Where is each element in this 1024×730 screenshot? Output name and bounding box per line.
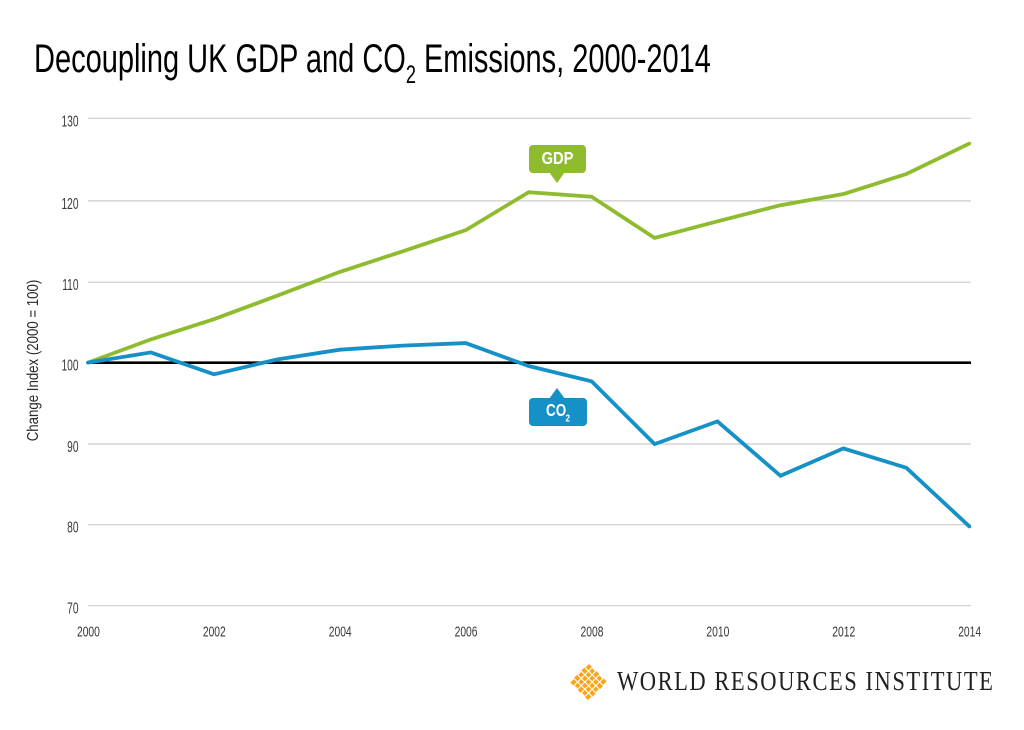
svg-text:2014: 2014: [958, 624, 981, 640]
svg-text:2002: 2002: [203, 624, 226, 640]
svg-text:GDP: GDP: [542, 149, 574, 168]
svg-text:2006: 2006: [455, 624, 478, 640]
svg-text:2010: 2010: [706, 624, 729, 640]
svg-text:WORLD RESOURCES INSTITUTE: WORLD RESOURCES INSTITUTE: [617, 667, 993, 697]
svg-text:2012: 2012: [832, 624, 855, 640]
svg-text:Change Index (2000 = 100): Change Index (2000 = 100): [25, 280, 42, 442]
svg-text:130: 130: [61, 112, 78, 130]
svg-text:2004: 2004: [329, 624, 352, 640]
svg-text:110: 110: [62, 276, 78, 294]
svg-text:70: 70: [67, 599, 78, 617]
svg-text:2: 2: [566, 412, 571, 423]
svg-text:100: 100: [61, 356, 78, 374]
svg-text:2008: 2008: [581, 624, 604, 640]
svg-text:120: 120: [61, 195, 78, 213]
svg-text:CO: CO: [546, 401, 566, 420]
svg-text:90: 90: [67, 438, 78, 456]
svg-text:2000: 2000: [77, 624, 100, 640]
svg-text:80: 80: [67, 518, 78, 536]
